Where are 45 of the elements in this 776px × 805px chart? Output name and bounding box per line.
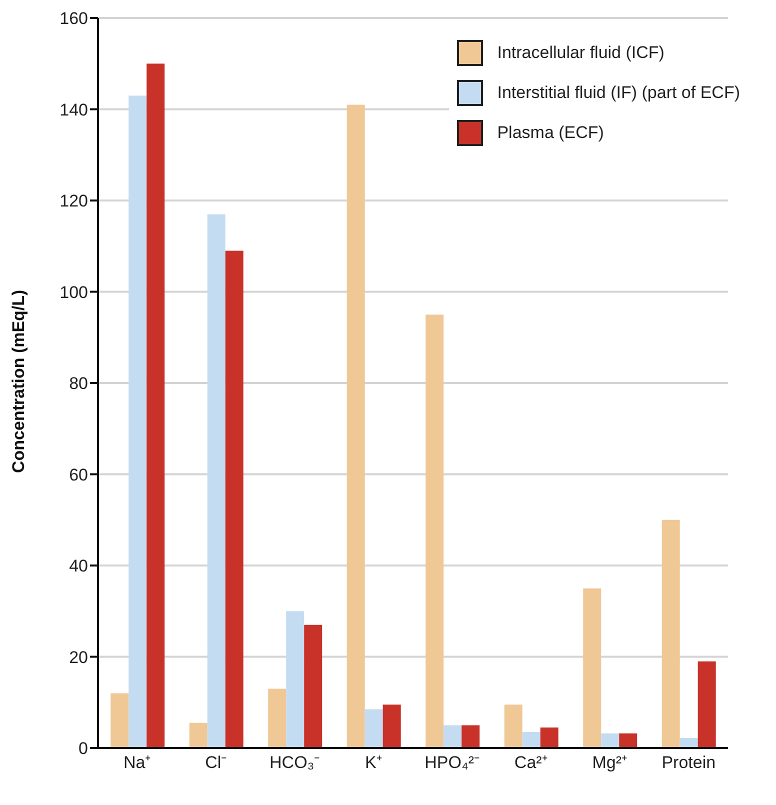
bar (619, 733, 638, 748)
x-tick-label: HPO₄²⁻ (424, 753, 480, 772)
bar (128, 96, 147, 748)
bar (286, 611, 304, 748)
bar (225, 250, 244, 748)
bar (504, 704, 522, 748)
bar (304, 624, 322, 748)
y-tick-label: 80 (69, 374, 88, 394)
legend-label: Plasma (ECF) (497, 123, 604, 143)
x-tick-label: Cl⁻ (205, 753, 228, 772)
bar (110, 693, 129, 748)
bar (382, 704, 401, 748)
bar (680, 738, 698, 748)
x-tick-label: Na⁺ (124, 753, 152, 772)
bar (364, 709, 383, 748)
x-tick-label: HCO₃⁻ (270, 753, 320, 772)
y-tick-label: 0 (78, 739, 88, 758)
y-axis-title: Concentration (mEq/L) (9, 290, 28, 473)
x-tick-label: Mg²⁺ (592, 753, 628, 772)
bar (540, 727, 558, 748)
bar (662, 520, 680, 748)
bar (601, 733, 620, 748)
bar (444, 725, 462, 748)
bar (207, 214, 226, 748)
y-tick-label: 120 (60, 192, 88, 211)
bar (698, 661, 716, 748)
x-tick-label: Protein (662, 753, 716, 772)
bar (426, 314, 444, 748)
y-tick-label: 160 (60, 9, 88, 28)
y-tick-label: 140 (60, 100, 88, 120)
y-tick-label: 20 (69, 648, 88, 667)
legend-label: Interstitial fluid (IF) (part of ECF) (497, 83, 740, 103)
bar (346, 104, 365, 748)
bar (189, 722, 208, 748)
y-tick-label: 60 (69, 465, 88, 484)
y-tick-label: 40 (69, 556, 88, 576)
bar (583, 588, 602, 748)
x-tick-label: K⁺ (364, 753, 382, 772)
bar (268, 688, 286, 748)
legend-label: Intracellular fluid (ICF) (497, 43, 664, 63)
bar (146, 64, 165, 748)
y-tick-label: 100 (60, 282, 88, 302)
bar (522, 732, 540, 748)
x-tick-label: Ca²⁺ (514, 753, 548, 772)
bar (462, 725, 480, 748)
